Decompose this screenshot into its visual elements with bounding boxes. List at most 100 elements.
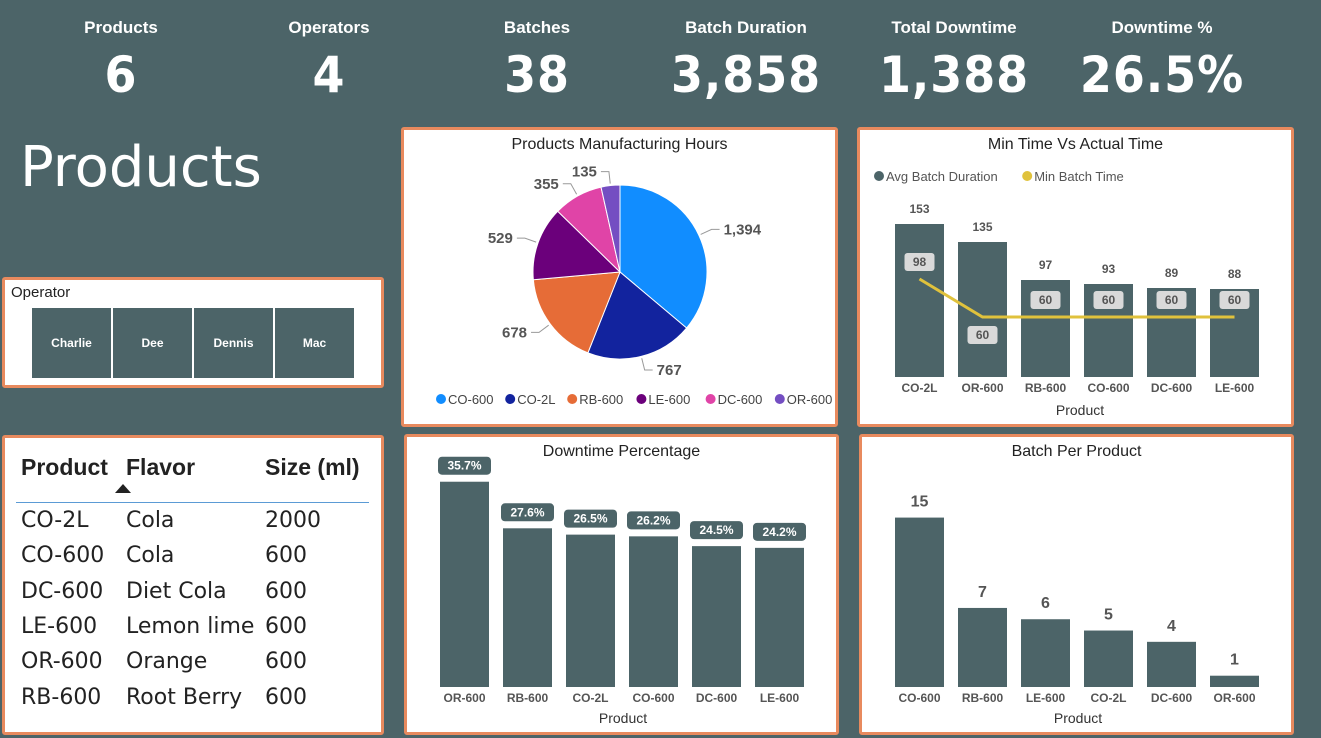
product-table: Product Flavor Size (ml) CO-2L Cola 2000 C… [16,450,369,715]
bar-batches-co-600[interactable] [895,517,944,687]
cell-product: CO-600 [21,543,105,569]
product-table-panel: Product Flavor Size (ml) CO-2L Cola 2000 C… [2,435,384,735]
bar-batches-co-2l[interactable] [1084,630,1133,687]
bar-data-label: 1 [1230,652,1239,669]
operator-button-mac[interactable]: Mac [275,308,354,378]
kpi-label: Batches [503,18,571,37]
legend-entry[interactable]: LE-600 [648,392,690,407]
bar-data-label: 7 [978,584,987,601]
pie-leader-line [516,237,537,243]
pie-slice-rb-600[interactable] [532,271,621,354]
cell-product: CO-2L [21,508,89,534]
x-tick-label: LE-600 [760,691,800,705]
kpi-batch-duration: Batch Duration 3,858 [656,14,836,104]
slicer-buttons: Charlie Dee Dennis Mac [32,308,354,378]
kpi-value: 26.5% [1079,46,1245,104]
legend-marker [774,394,785,404]
table-row[interactable]: CO-2L Cola 2000 [16,503,369,539]
operator-button-dennis[interactable]: Dennis [194,308,275,378]
bar-data-label: 135 [972,220,992,234]
kpi-downtime-percent: Downtime % 26.5% [1072,14,1252,104]
legend-entry[interactable]: Min Batch Time [1034,169,1124,184]
x-axis-label: Product [1056,402,1104,418]
x-tick-label: CO-600 [1087,381,1129,395]
bar-batches-le-600[interactable] [1021,619,1070,687]
line-data-label: 98 [913,255,927,269]
legend-marker [874,171,884,181]
chart-title: Min Time Vs Actual Time [987,136,1164,153]
table-row[interactable]: CO-600 Cola 600 [16,538,369,573]
combo-chart-panel: Min Time Vs Actual Time Avg Batch Durati… [857,127,1294,427]
combo-chart: Avg Batch Duration Min Batch Time 153 CO-2L… [874,169,1259,418]
cell-product: DC-600 [21,578,104,604]
bar-data-label: 26.5% [573,512,607,526]
legend-marker [1022,171,1033,181]
data-label-box [690,521,743,540]
bar-data-label: 93 [1102,262,1116,276]
legend-entry[interactable]: CO-2L [517,392,555,407]
chart-title: Batch Per Product [1011,443,1142,460]
line-label-box [1030,291,1061,309]
x-tick-label: LE-600 [1026,691,1066,705]
bar-data-label: 153 [909,202,929,216]
table-row[interactable]: OR-600 Orange 600 [16,644,369,679]
pie-slice-co-2l[interactable] [587,271,688,360]
line-label-box [1156,291,1187,309]
cell-flavor: Cola [126,508,175,534]
x-axis-label: Product [599,710,647,726]
x-tick-label: DC-600 [1151,691,1193,705]
table-row[interactable]: DC-600 Diet Cola 600 [16,574,369,609]
bar-avg-co-2l[interactable] [895,224,944,377]
bar-downtime-co-600[interactable] [629,536,678,687]
bar-data-label: 4 [1167,618,1176,635]
x-tick-label: RB-600 [507,691,549,705]
sort-ascending-icon[interactable] [115,484,131,493]
x-tick-label: LE-600 [1215,381,1255,395]
line-data-label: 60 [1228,293,1242,307]
bar-downtime-rb-600[interactable] [503,528,552,687]
bar-avg-or-600[interactable] [958,242,1007,377]
pie-chart-panel: Products Manufacturing Hours 1,394 767 678… [401,127,838,427]
legend-marker [636,394,647,404]
column-header-size[interactable]: Size (ml) [260,450,369,503]
legend-entry[interactable]: Avg Batch Duration [886,169,998,184]
line-label-box [904,253,935,271]
pie-slice-le-600[interactable] [532,210,622,281]
bar-batches-or-600[interactable] [1210,675,1259,687]
data-label-box [438,456,491,475]
pie-data-label: 529 [488,230,513,247]
kpi-label: Products [84,18,158,37]
legend-entry[interactable]: DC-600 [718,392,763,407]
pie-data-label: 767 [657,362,682,379]
cell-size: 600 [265,543,307,569]
legend-entry[interactable]: OR-600 [787,392,833,407]
legend-entry[interactable]: CO-600 [448,392,494,407]
bar-data-label: 24.5% [699,523,733,537]
downtime-chart: 35.7% OR-600 27.6% RB-600 26.5% CO-2L 26.2% CO-… [438,456,806,726]
table-row[interactable]: LE-600 Lemon lime 600 [16,609,369,644]
legend-entry[interactable]: RB-600 [579,392,623,407]
pie-leader-line [641,358,653,371]
min-time-line[interactable] [918,277,1235,319]
bar-batches-rb-600[interactable] [958,607,1007,687]
column-header-flavor[interactable]: Flavor [121,450,260,503]
pie-chart: 1,394 767 678 529 355 135 CO-600 CO-2L RB-600 LE-… [436,164,833,407]
bar-batches-dc-600[interactable] [1147,641,1196,687]
column-header-product[interactable]: Product [16,450,121,503]
bar-downtime-le-600[interactable] [755,547,804,687]
bar-data-label: 27.6% [510,505,544,519]
table-row[interactable]: RB-600 Root Berry 600 [16,679,369,714]
data-label-box [753,522,806,541]
cell-flavor: Root Berry [126,684,243,710]
bar-downtime-dc-600[interactable] [692,546,741,687]
line-data-label: 60 [976,328,990,342]
bar-downtime-or-600[interactable] [440,481,489,687]
cell-flavor: Orange [126,649,208,675]
legend-marker [567,394,578,404]
pie-slice-co-600[interactable] [619,184,708,329]
bar-downtime-co-2l[interactable] [566,534,615,687]
operator-button-dee[interactable]: Dee [113,308,194,378]
pie-slice-or-600[interactable] [600,184,621,273]
cell-size: 2000 [265,508,321,534]
operator-button-charlie[interactable]: Charlie [32,308,113,378]
